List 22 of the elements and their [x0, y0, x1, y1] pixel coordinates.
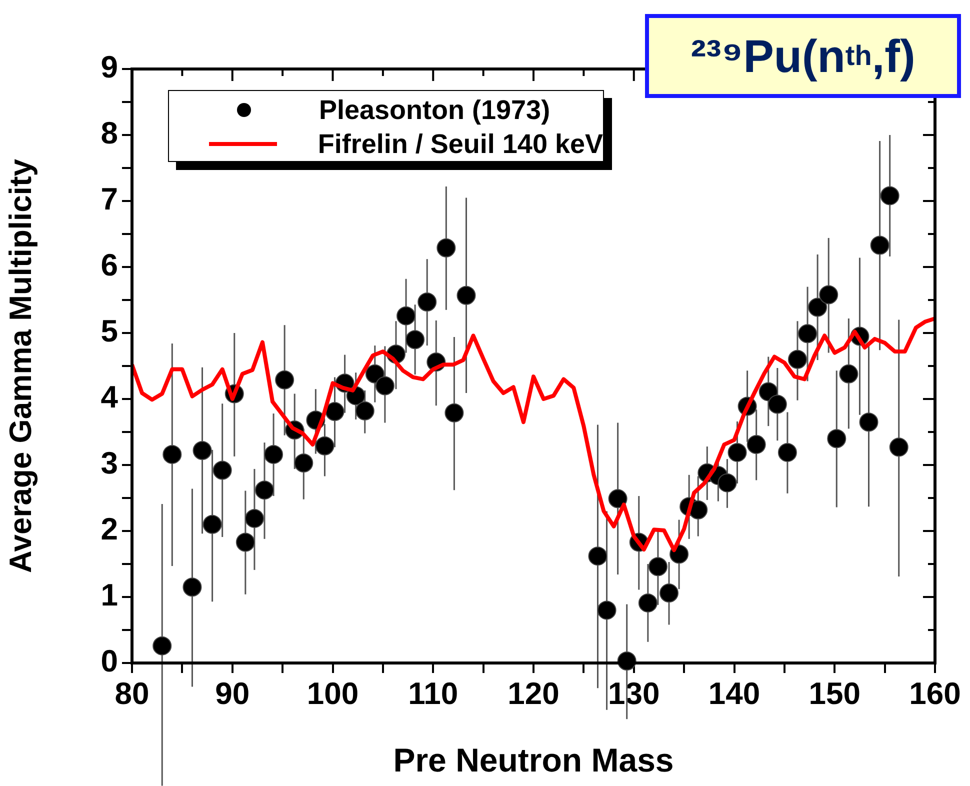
x-tick-label: 100: [306, 676, 359, 712]
y-tick-label: 7: [100, 182, 118, 217]
y-tick-label: 0: [100, 644, 118, 679]
x-tick-label: 90: [215, 676, 250, 712]
y-tick-label: 3: [100, 446, 118, 481]
x-tick-label: 140: [708, 676, 760, 712]
y-tick-label: 1: [100, 578, 118, 613]
y-tick-label: 2: [100, 512, 118, 547]
y-tick-label: 4: [100, 380, 119, 415]
y-tick-label: 8: [100, 116, 118, 151]
x-tick-label: 80: [114, 676, 150, 712]
text: Pleasonton (1973): [319, 94, 550, 126]
x-tick-label: 160: [909, 676, 961, 712]
x-tick-label: 150: [808, 676, 860, 712]
y-axis-title: Average Gamma Multiplicity: [3, 158, 38, 574]
x-tick-label: 110: [408, 676, 458, 712]
y-tick-label: 9: [100, 50, 118, 85]
x-tick-label: 120: [508, 676, 560, 712]
legend-label: Fifrelin / Seuil 140 keV: [318, 128, 603, 160]
y-tick-label: 5: [100, 314, 118, 349]
x-axis-title: Pre Neutron Mass: [393, 741, 674, 778]
y-tick-label: 6: [100, 248, 118, 283]
